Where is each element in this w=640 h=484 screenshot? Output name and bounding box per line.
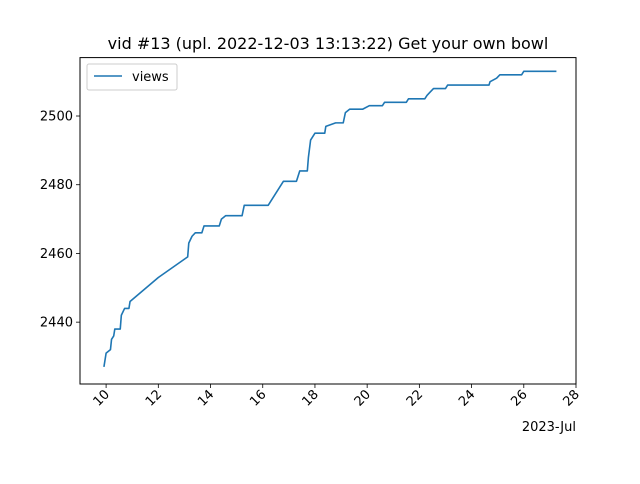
legend-frame [86,63,178,91]
plot-area-frame [79,57,577,385]
y-tick-label: 2500 [40,110,73,125]
y-tick-label: 2440 [40,316,73,331]
series-layer [103,70,557,367]
series-line-views [103,70,557,367]
x-axis-offset-label: 2023-Jul [522,420,576,435]
y-axis-ticks: 2440 2460 2480 2500 [40,110,80,331]
chart-title: vid #13 (upl. 2022-12-03 13:13:22) Get y… [108,34,549,53]
y-tick-label: 2460 [40,247,73,262]
y-tick-label: 2480 [40,178,73,193]
legend-label-views: views [132,70,169,85]
legend: views [86,63,178,91]
